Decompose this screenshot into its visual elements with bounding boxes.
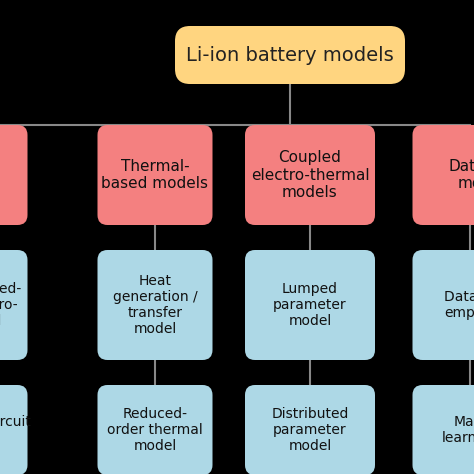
FancyBboxPatch shape: [412, 125, 474, 225]
Text: Mac-
learning: Mac- learning: [442, 415, 474, 445]
FancyBboxPatch shape: [0, 385, 27, 474]
FancyBboxPatch shape: [98, 125, 212, 225]
Text: Coupled
electro-thermal
models: Coupled electro-thermal models: [251, 150, 369, 200]
Text: Li-ion battery models: Li-ion battery models: [186, 46, 394, 64]
Text: Distributed
parameter
model: Distributed parameter model: [271, 407, 349, 453]
Text: Reduced-
order thermal
model: Reduced- order thermal model: [107, 407, 203, 453]
FancyBboxPatch shape: [175, 26, 405, 84]
FancyBboxPatch shape: [245, 385, 375, 474]
Text: Lumped
parameter
model: Lumped parameter model: [273, 282, 347, 328]
FancyBboxPatch shape: [98, 385, 212, 474]
FancyBboxPatch shape: [0, 125, 27, 225]
FancyBboxPatch shape: [98, 250, 212, 360]
Text: Full-
order/reduced-
order electro-
chemical
model: Full- order/reduced- order electro- chem…: [0, 265, 22, 345]
Text: Equivalent circuit
model: Equivalent circuit model: [0, 415, 30, 445]
Text: Heat
generation /
transfer
model: Heat generation / transfer model: [113, 273, 197, 336]
FancyBboxPatch shape: [412, 250, 474, 360]
FancyBboxPatch shape: [0, 250, 27, 360]
FancyBboxPatch shape: [412, 385, 474, 474]
Text: Data-
mo: Data- mo: [449, 159, 474, 191]
Text: Thermal-
based models: Thermal- based models: [101, 159, 209, 191]
Text: Data fit
empiric: Data fit empiric: [444, 290, 474, 320]
FancyBboxPatch shape: [245, 250, 375, 360]
FancyBboxPatch shape: [245, 125, 375, 225]
